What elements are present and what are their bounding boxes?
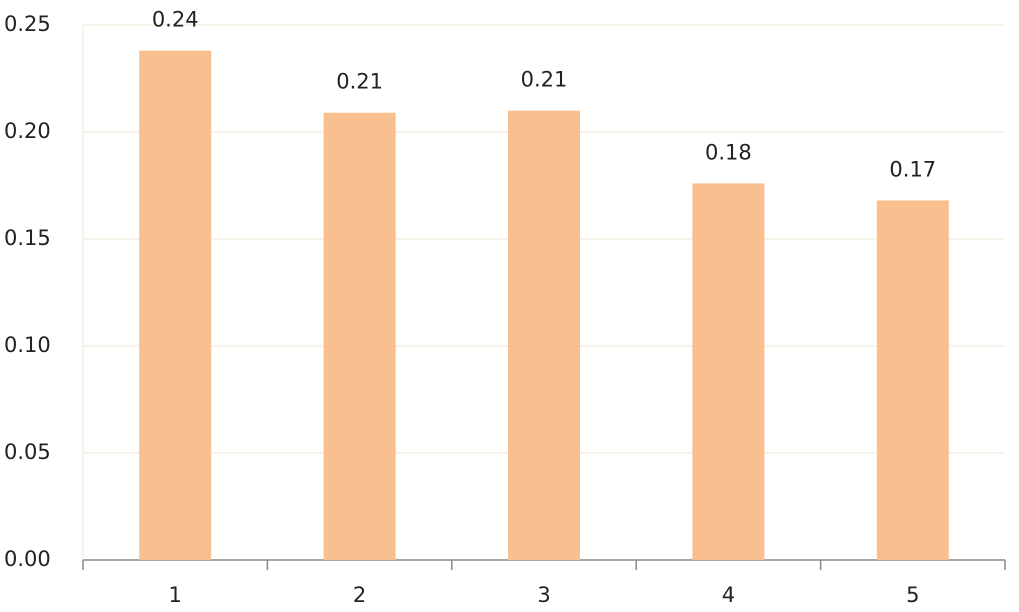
y-tick-label: 0.10 bbox=[4, 333, 51, 357]
category-ticks bbox=[82, 560, 1006, 570]
y-tick-label: 0.05 bbox=[4, 440, 51, 464]
x-tick-label: 1 bbox=[169, 583, 182, 607]
bar bbox=[692, 183, 765, 561]
y-tick-label: 0.00 bbox=[4, 547, 51, 571]
y-tick-label: 0.15 bbox=[4, 226, 51, 250]
bar bbox=[323, 112, 396, 561]
x-tick-label: 4 bbox=[722, 583, 735, 607]
bar bbox=[876, 200, 949, 561]
value-label: 0.18 bbox=[705, 140, 752, 164]
x-tick-label: 2 bbox=[353, 583, 366, 607]
value-label: 0.24 bbox=[152, 8, 199, 32]
x-tick-label: 3 bbox=[537, 583, 550, 607]
bar bbox=[508, 110, 580, 560]
y-tick-label: 0.20 bbox=[4, 119, 51, 143]
value-label: 0.21 bbox=[521, 68, 568, 92]
bar bbox=[139, 50, 212, 561]
x-tick-label: 5 bbox=[906, 583, 919, 607]
y-tick-label: 0.25 bbox=[4, 12, 51, 36]
value-label: 0.21 bbox=[336, 70, 383, 94]
value-label: 0.17 bbox=[889, 157, 936, 181]
